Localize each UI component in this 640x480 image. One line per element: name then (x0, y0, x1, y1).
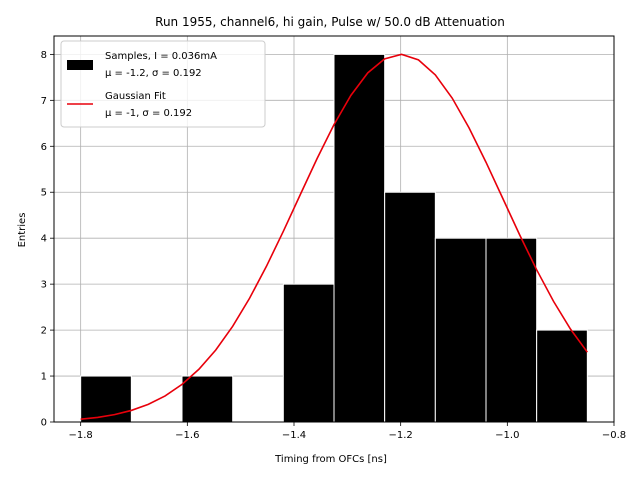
legend: Samples, I = 0.036mA μ = -1.2, σ = 0.192… (60, 40, 266, 128)
y-tick-label: 8 (41, 50, 47, 61)
legend-samples-swatch (67, 60, 93, 70)
x-tick-label: −1.6 (175, 430, 199, 441)
x-tick-label: −0.8 (602, 430, 626, 441)
gaussian-fit-line (80, 53, 588, 421)
x-tick-label: −1.8 (69, 430, 93, 441)
histogram-bar-6 (333, 53, 386, 423)
x-tick-label: −1.2 (389, 430, 413, 441)
legend-samples-stats: μ = -1.2, σ = 0.192 (105, 68, 202, 79)
histogram-bars (80, 53, 588, 423)
y-tick-label: 0 (41, 418, 47, 429)
y-tick-label: 4 (41, 234, 47, 245)
chart-title: Run 1955, channel6, hi gain, Pulse w/ 50… (155, 15, 505, 29)
y-tick-label: 7 (41, 96, 47, 107)
legend-fit-label: Gaussian Fit (105, 91, 166, 102)
y-tick-label: 2 (41, 326, 47, 337)
legend-box (60, 40, 266, 128)
x-axis-ticks: −1.8 −1.6 −1.4 −1.2 −1.0 −0.8 (69, 422, 626, 441)
y-tick-label: 1 (41, 372, 47, 383)
histogram-bar-3 (181, 375, 234, 423)
y-axis-ticks: 0 1 2 3 4 5 6 7 8 (41, 50, 54, 429)
y-tick-label: 6 (41, 142, 47, 153)
histogram-bar-9 (485, 237, 538, 423)
legend-fit-stats: μ = -1, σ = 0.192 (105, 108, 192, 119)
y-tick-label: 5 (41, 188, 47, 199)
y-axis-label: Entries (17, 213, 28, 248)
gaussian-fit-curve (80, 53, 588, 421)
histogram-bar-7 (384, 191, 436, 423)
legend-samples-label: Samples, I = 0.036mA (105, 51, 217, 62)
histogram-bar-8 (434, 237, 487, 423)
x-axis-label: Timing from OFCs [ns] (274, 454, 387, 465)
histogram-bar-5 (282, 283, 335, 423)
plot-frame (53, 35, 615, 423)
histogram-bar-1 (80, 375, 132, 423)
histogram-bar-10 (536, 329, 588, 423)
x-tick-label: −1.4 (282, 430, 306, 441)
x-tick-label: −1.0 (495, 430, 519, 441)
y-tick-label: 3 (41, 280, 47, 291)
